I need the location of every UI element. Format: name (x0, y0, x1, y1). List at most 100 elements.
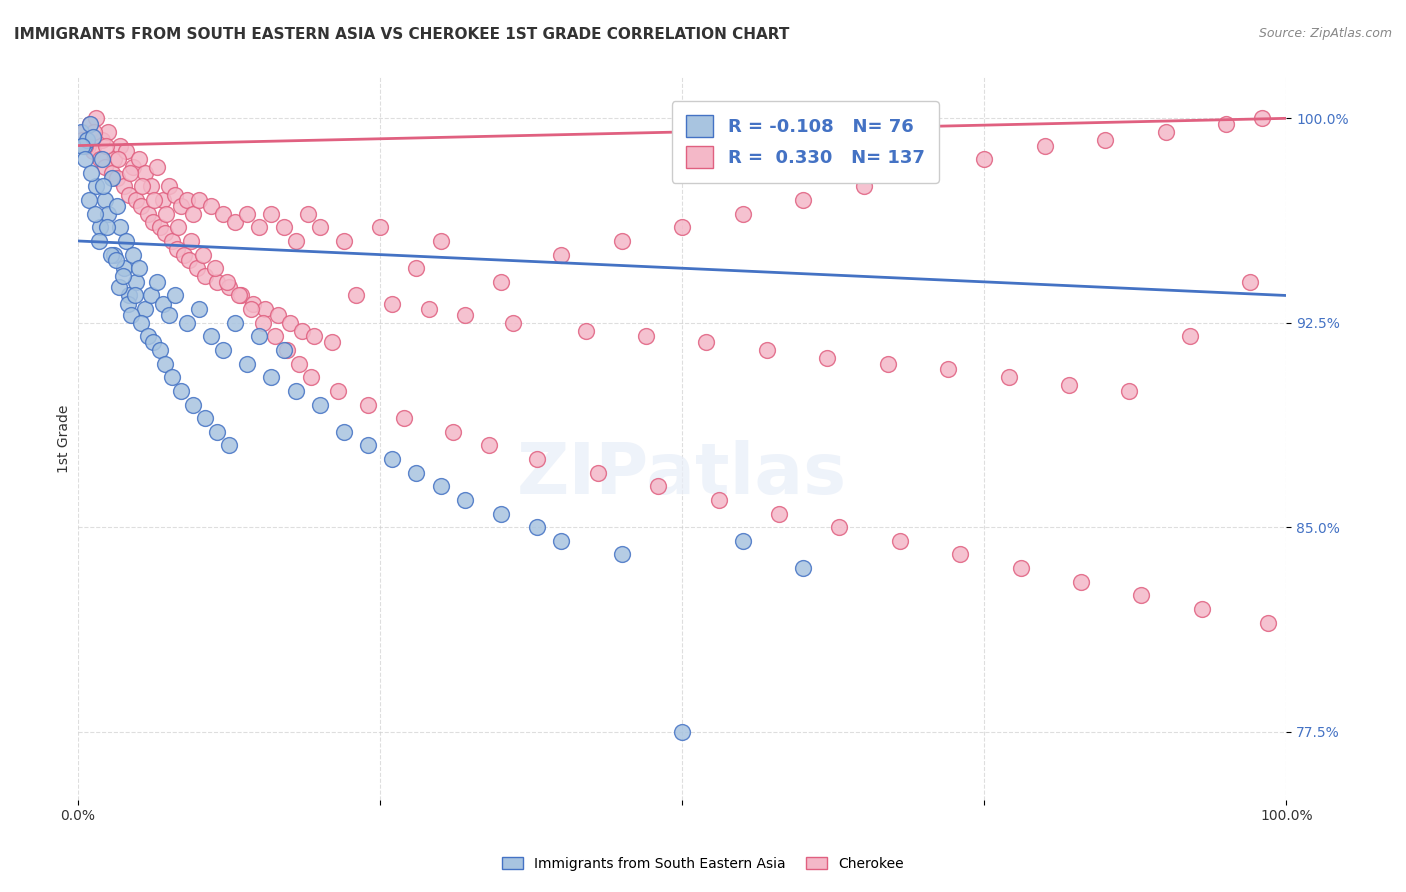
Point (1070, 574, 1092, 589)
Point (79, 117, 101, 131)
Point (73, 125, 96, 139)
Point (326, 384, 349, 398)
Point (204, 261, 226, 276)
Point (155, 207, 177, 221)
Point (112, 261, 135, 276)
Point (93, 193, 115, 207)
Point (852, 179, 875, 194)
Point (731, 207, 754, 221)
Point (284, 384, 307, 398)
Point (112, 179, 135, 194)
Point (181, 398, 204, 412)
Point (129, 316, 152, 330)
Point (634, 329, 657, 343)
Point (1094, 133, 1116, 147)
Point (157, 308, 180, 322)
Point (134, 166, 156, 180)
Point (89, 220, 111, 235)
Point (647, 479, 669, 493)
Point (575, 324, 598, 338)
Point (273, 343, 295, 357)
Point (333, 234, 356, 248)
Point (136, 329, 159, 343)
Point (173, 247, 195, 261)
Point (76, 133, 98, 147)
Point (254, 302, 277, 317)
Point (125, 275, 148, 289)
Point (101, 171, 124, 186)
Point (167, 220, 190, 235)
Point (139, 288, 162, 302)
Point (205, 275, 228, 289)
Point (889, 533, 911, 548)
Point (82, 130, 104, 145)
Point (502, 316, 524, 330)
Point (115, 144, 138, 158)
Point (1178, 329, 1201, 343)
Point (1033, 138, 1056, 153)
Point (1215, 117, 1237, 131)
Point (87, 234, 110, 248)
Point (224, 215, 246, 229)
Point (236, 207, 259, 221)
Point (84, 179, 107, 194)
Point (75, 152, 97, 166)
Point (912, 166, 935, 180)
Point (973, 152, 995, 166)
Point (153, 357, 176, 371)
Point (153, 226, 176, 240)
Point (247, 220, 270, 235)
Point (273, 220, 295, 235)
Point (247, 329, 270, 343)
Point (308, 220, 330, 235)
Point (84, 112, 107, 126)
Point (131, 179, 153, 194)
Point (70, 138, 93, 153)
Point (266, 308, 288, 322)
Point (1130, 588, 1153, 602)
Point (429, 234, 451, 248)
Point (163, 288, 186, 302)
Point (671, 220, 693, 235)
Point (163, 187, 186, 202)
Point (381, 452, 404, 467)
Point (357, 398, 380, 412)
Point (96, 220, 118, 235)
Point (176, 193, 198, 207)
Point (103, 152, 125, 166)
Text: ZIPatlas: ZIPatlas (517, 441, 848, 509)
Point (104, 253, 127, 268)
Point (121, 247, 143, 261)
Point (218, 280, 240, 294)
Point (176, 316, 198, 330)
Point (70, 133, 93, 147)
Point (188, 193, 211, 207)
Point (610, 548, 633, 562)
Point (1251, 112, 1274, 126)
Point (105, 171, 128, 186)
Point (107, 152, 129, 166)
Point (489, 507, 512, 521)
Point (368, 220, 391, 235)
Text: Source: ZipAtlas.com: Source: ZipAtlas.com (1258, 27, 1392, 40)
Point (69, 125, 91, 139)
Point (110, 138, 132, 153)
Point (188, 302, 211, 317)
Point (103, 247, 125, 261)
Point (454, 492, 477, 507)
Point (321, 334, 343, 349)
Point (357, 438, 380, 452)
Point (76, 138, 98, 153)
Point (441, 425, 464, 439)
Point (1154, 125, 1177, 139)
Point (142, 215, 165, 229)
Point (136, 207, 159, 221)
Point (218, 438, 240, 452)
Point (288, 357, 311, 371)
Point (344, 288, 367, 302)
Point (1118, 384, 1140, 398)
Point (231, 288, 253, 302)
Point (179, 234, 201, 248)
Point (297, 207, 319, 221)
Point (73, 138, 96, 153)
